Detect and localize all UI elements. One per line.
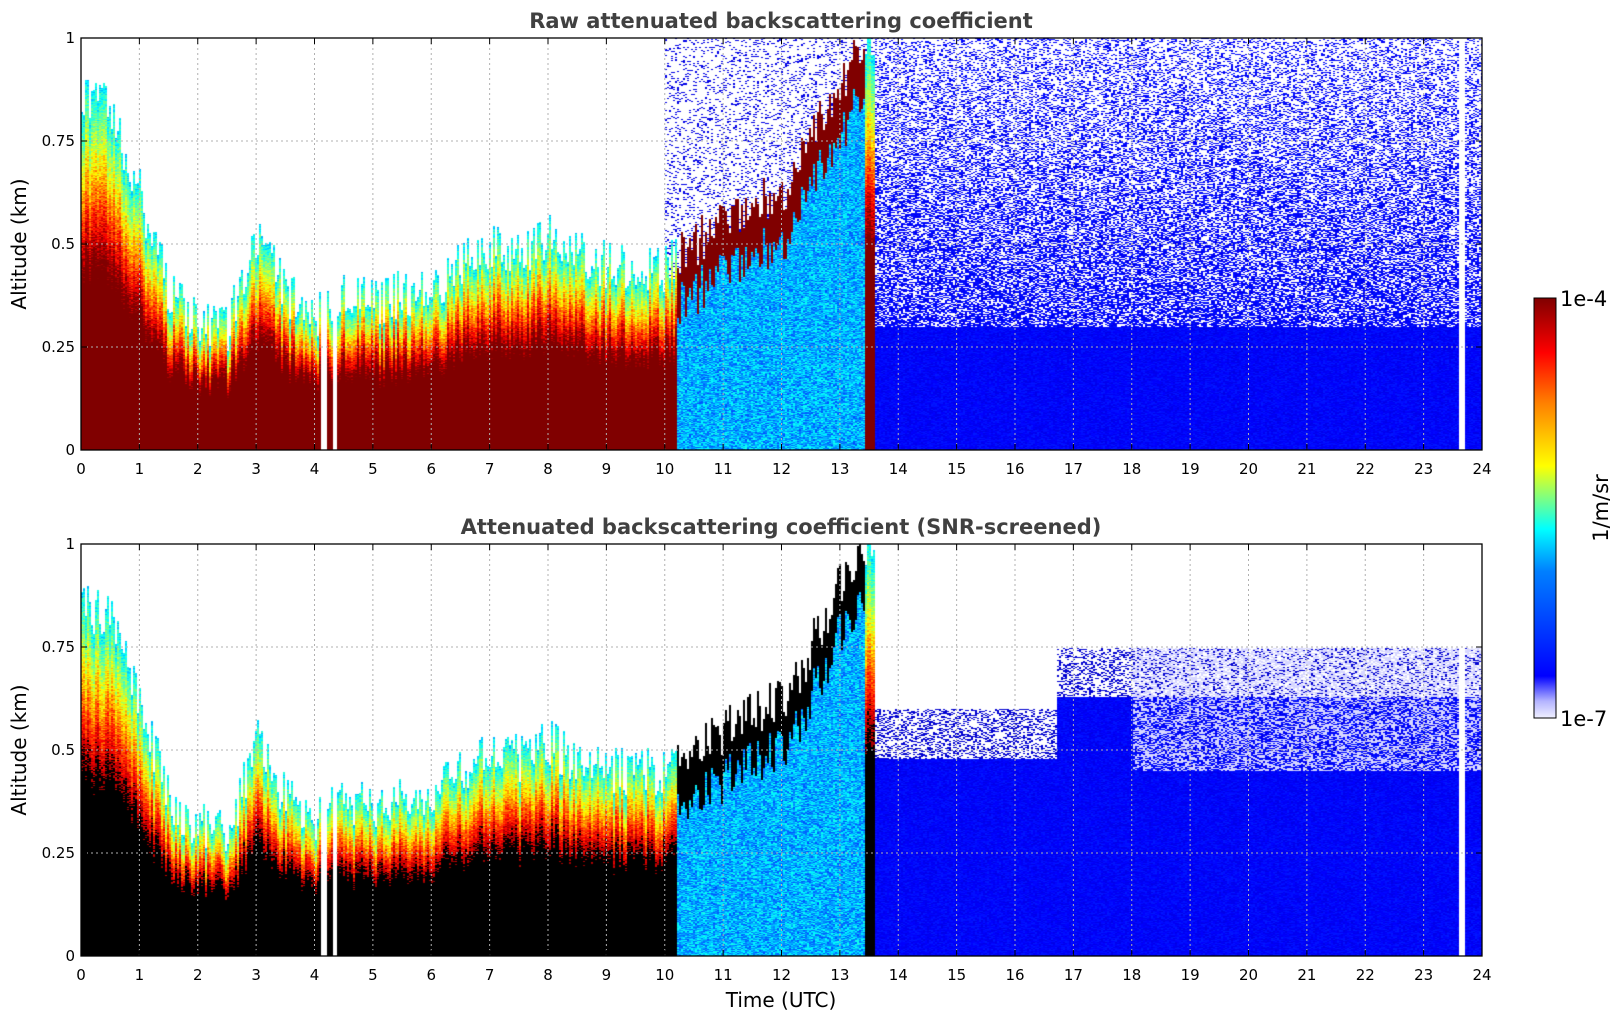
x-tick-label: 6 bbox=[426, 460, 436, 478]
x-tick-label: 18 bbox=[1122, 460, 1141, 478]
x-tick-label: 14 bbox=[889, 460, 908, 478]
y-tick-label: 0.75 bbox=[42, 638, 75, 656]
colorbar-gradient bbox=[1533, 297, 1557, 719]
x-tick-label: 12 bbox=[772, 966, 791, 984]
panel1-plot: 0 1 2 3 4 5 6 7 8 9 10 11 12 13 14 15 16 17 18 19 20 21 22 23 24… bbox=[7, 29, 1492, 478]
colorbar-max-label: 1e-4 bbox=[1560, 287, 1607, 311]
x-tick-label: 10 bbox=[655, 966, 674, 984]
x-tick-label: 17 bbox=[1064, 460, 1083, 478]
panel1-grid bbox=[81, 38, 1482, 450]
x-tick-label: 4 bbox=[310, 966, 320, 984]
x-tick-label: 7 bbox=[485, 966, 495, 984]
y-tick-label: 1 bbox=[65, 29, 75, 47]
x-tick-label: 9 bbox=[602, 460, 612, 478]
x-tick-label: 23 bbox=[1414, 460, 1433, 478]
x-tick-label: 1 bbox=[135, 966, 145, 984]
y-tick-label: 0.25 bbox=[42, 844, 75, 862]
x-tick-label: 12 bbox=[772, 460, 791, 478]
x-tick-label: 13 bbox=[830, 460, 849, 478]
y-tick-label: 1 bbox=[65, 535, 75, 553]
x-tick-label: 15 bbox=[947, 460, 966, 478]
x-tick-label: 13 bbox=[830, 966, 849, 984]
panel2-x-ticks: 0 1 2 3 4 5 6 7 8 9 10 11 12 13 14 15 16 17 18 19 20 21 22 23 24 bbox=[76, 544, 1492, 984]
x-tick-label: 22 bbox=[1356, 460, 1375, 478]
x-tick-label: 2 bbox=[193, 966, 203, 984]
x-tick-label: 5 bbox=[368, 460, 378, 478]
y-tick-label: 0.5 bbox=[51, 235, 75, 253]
colorbar: 1e-4 1e-7 1/m/sr bbox=[1533, 287, 1613, 731]
x-tick-label: 4 bbox=[310, 460, 320, 478]
panel2-plot: 0 1 2 3 4 5 6 7 8 9 10 11 12 13 14 15 16 17 18 19 20 21 22 23 24… bbox=[7, 535, 1492, 1012]
x-tick-label: 11 bbox=[714, 966, 733, 984]
x-tick-label: 3 bbox=[251, 460, 261, 478]
x-tick-label: 19 bbox=[1181, 460, 1200, 478]
colorbar-unit-label: 1/m/sr bbox=[1589, 474, 1613, 542]
x-tick-label: 8 bbox=[543, 966, 553, 984]
panel1-x-ticks: 0 1 2 3 4 5 6 7 8 9 10 11 12 13 14 15 16 17 18 19 20 21 22 23 24 bbox=[76, 38, 1492, 478]
x-tick-label: 24 bbox=[1472, 966, 1491, 984]
x-tick-label: 11 bbox=[714, 460, 733, 478]
x-tick-label: 24 bbox=[1472, 460, 1491, 478]
panel2-y-label: Altitude (km) bbox=[7, 684, 31, 815]
x-tick-label: 0 bbox=[76, 460, 86, 478]
x-tick-label: 21 bbox=[1297, 966, 1316, 984]
x-tick-label: 0 bbox=[76, 966, 86, 984]
panel1-y-ticks: 0 0.25 0.5 0.75 1 bbox=[42, 29, 1482, 459]
y-tick-label: 0.5 bbox=[51, 741, 75, 759]
x-tick-label: 2 bbox=[193, 460, 203, 478]
x-tick-label: 16 bbox=[1005, 460, 1024, 478]
x-tick-label: 7 bbox=[485, 460, 495, 478]
panel2-grid bbox=[81, 544, 1482, 956]
panel2-y-ticks: 0 0.25 0.5 0.75 1 bbox=[42, 535, 1482, 965]
x-tick-label: 20 bbox=[1239, 460, 1258, 478]
x-tick-label: 21 bbox=[1297, 460, 1316, 478]
x-tick-label: 5 bbox=[368, 966, 378, 984]
panel1-title: Raw attenuated backscattering coefficien… bbox=[529, 9, 1033, 33]
x-tick-label: 1 bbox=[135, 460, 145, 478]
y-tick-label: 0.25 bbox=[42, 338, 75, 356]
colorbar-min-label: 1e-7 bbox=[1560, 707, 1607, 731]
x-tick-label: 9 bbox=[602, 966, 612, 984]
panel2-x-label: Time (UTC) bbox=[725, 988, 837, 1012]
x-tick-label: 15 bbox=[947, 966, 966, 984]
y-tick-label: 0.75 bbox=[42, 132, 75, 150]
x-tick-label: 17 bbox=[1064, 966, 1083, 984]
x-tick-label: 8 bbox=[543, 460, 553, 478]
x-tick-label: 23 bbox=[1414, 966, 1433, 984]
panel1-y-label: Altitude (km) bbox=[7, 178, 31, 309]
x-tick-label: 18 bbox=[1122, 966, 1141, 984]
x-tick-label: 22 bbox=[1356, 966, 1375, 984]
x-tick-label: 20 bbox=[1239, 966, 1258, 984]
x-tick-label: 6 bbox=[426, 966, 436, 984]
x-tick-label: 10 bbox=[655, 460, 674, 478]
x-tick-label: 14 bbox=[889, 966, 908, 984]
x-tick-label: 19 bbox=[1181, 966, 1200, 984]
y-tick-label: 0 bbox=[65, 441, 75, 459]
panel2-title: Attenuated backscattering coefficient (S… bbox=[461, 515, 1102, 539]
y-tick-label: 0 bbox=[65, 947, 75, 965]
x-tick-label: 16 bbox=[1005, 966, 1024, 984]
x-tick-label: 3 bbox=[251, 966, 261, 984]
